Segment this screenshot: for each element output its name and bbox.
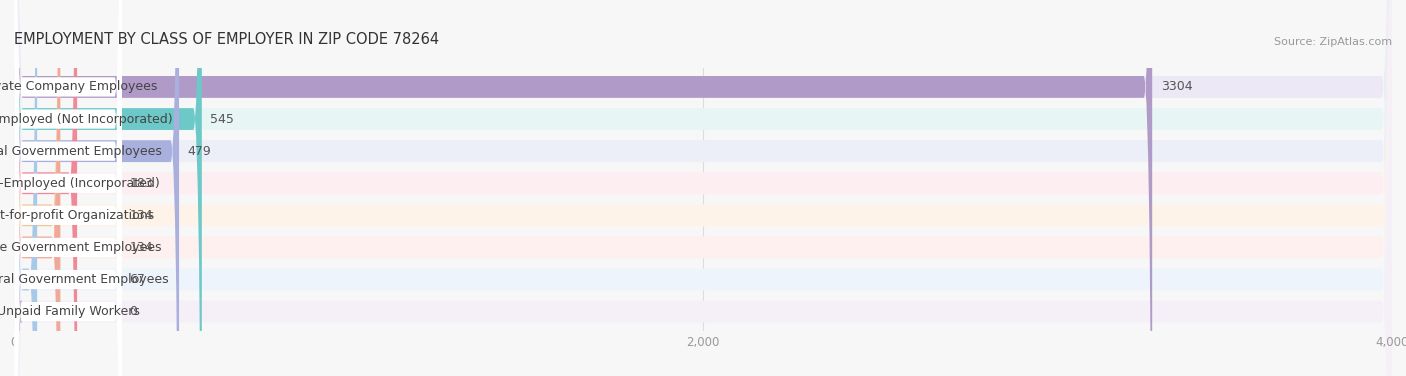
FancyBboxPatch shape	[6, 0, 22, 376]
FancyBboxPatch shape	[14, 0, 1392, 376]
FancyBboxPatch shape	[14, 0, 37, 376]
Text: 183: 183	[129, 177, 153, 190]
Text: EMPLOYMENT BY CLASS OF EMPLOYER IN ZIP CODE 78264: EMPLOYMENT BY CLASS OF EMPLOYER IN ZIP C…	[14, 32, 439, 47]
FancyBboxPatch shape	[14, 0, 1392, 376]
FancyBboxPatch shape	[14, 0, 1392, 376]
Text: 0: 0	[129, 305, 138, 318]
FancyBboxPatch shape	[14, 0, 121, 376]
FancyBboxPatch shape	[14, 0, 1392, 376]
Text: 545: 545	[211, 112, 235, 126]
Text: Self-Employed (Incorporated): Self-Employed (Incorporated)	[0, 177, 160, 190]
FancyBboxPatch shape	[14, 0, 179, 376]
Text: Self-Employed (Not Incorporated): Self-Employed (Not Incorporated)	[0, 112, 173, 126]
FancyBboxPatch shape	[14, 0, 121, 376]
Text: Local Government Employees: Local Government Employees	[0, 145, 162, 158]
FancyBboxPatch shape	[14, 0, 202, 376]
Text: 134: 134	[129, 241, 153, 254]
FancyBboxPatch shape	[14, 0, 60, 376]
FancyBboxPatch shape	[14, 0, 121, 376]
Text: Private Company Employees: Private Company Employees	[0, 80, 157, 94]
Text: Not-for-profit Organizations: Not-for-profit Organizations	[0, 209, 153, 222]
FancyBboxPatch shape	[14, 0, 77, 376]
FancyBboxPatch shape	[14, 0, 121, 376]
Text: State Government Employees: State Government Employees	[0, 241, 162, 254]
Text: Source: ZipAtlas.com: Source: ZipAtlas.com	[1274, 36, 1392, 47]
FancyBboxPatch shape	[14, 0, 121, 376]
Text: 3304: 3304	[1161, 80, 1192, 94]
FancyBboxPatch shape	[14, 0, 60, 376]
Text: 67: 67	[129, 273, 145, 286]
FancyBboxPatch shape	[14, 0, 1392, 376]
FancyBboxPatch shape	[14, 0, 121, 376]
FancyBboxPatch shape	[14, 0, 121, 376]
FancyBboxPatch shape	[14, 0, 1152, 376]
FancyBboxPatch shape	[14, 0, 1392, 376]
Text: Unpaid Family Workers: Unpaid Family Workers	[0, 305, 139, 318]
Text: 134: 134	[129, 209, 153, 222]
FancyBboxPatch shape	[14, 0, 1392, 376]
FancyBboxPatch shape	[14, 0, 121, 376]
Text: 479: 479	[187, 145, 211, 158]
Text: Federal Government Employees: Federal Government Employees	[0, 273, 169, 286]
FancyBboxPatch shape	[14, 0, 1392, 376]
